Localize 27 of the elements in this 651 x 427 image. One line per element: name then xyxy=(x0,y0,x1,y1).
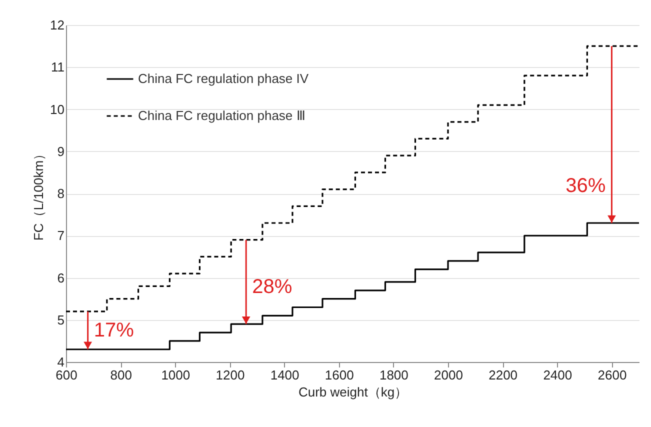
legend-label: China FC regulation phase Ⅲ xyxy=(138,108,306,123)
y-tick-label: 11 xyxy=(51,60,64,75)
y-tick-label: 6 xyxy=(57,270,64,286)
annotation: 17% xyxy=(94,319,134,342)
y-tick-label: 7 xyxy=(57,228,64,244)
x-tick-label: 1000 xyxy=(161,368,190,382)
x-tick-label: 2000 xyxy=(434,368,463,382)
x-tick-label: 600 xyxy=(56,368,78,382)
x-tick-label: 2400 xyxy=(543,368,572,382)
x-tick-label: 2600 xyxy=(598,368,627,382)
y-tick-label: 10 xyxy=(50,102,64,117)
x-tick-label: 2200 xyxy=(488,368,518,382)
x-tick-label: 1800 xyxy=(379,368,408,382)
y-tick-label: 12 xyxy=(50,18,64,32)
y-tick-label: 9 xyxy=(57,144,64,159)
y-tick-label: 4 xyxy=(57,354,64,370)
y-axis-title: FC（L/100km） xyxy=(31,147,46,241)
x-tick-label: 1400 xyxy=(270,368,300,382)
x-tick-label: 1600 xyxy=(324,368,354,382)
legend-label: China FC regulation phase IV xyxy=(138,71,309,86)
annotation: 36% xyxy=(566,174,606,197)
annotation: 28% xyxy=(252,276,292,298)
y-tick-label: 8 xyxy=(57,186,64,201)
x-tick-label: 800 xyxy=(110,368,132,382)
x-axis-title: Curb weight（kg） xyxy=(298,384,408,400)
y-tick-label: 5 xyxy=(57,312,64,328)
x-tick-label: 1200 xyxy=(216,368,245,382)
